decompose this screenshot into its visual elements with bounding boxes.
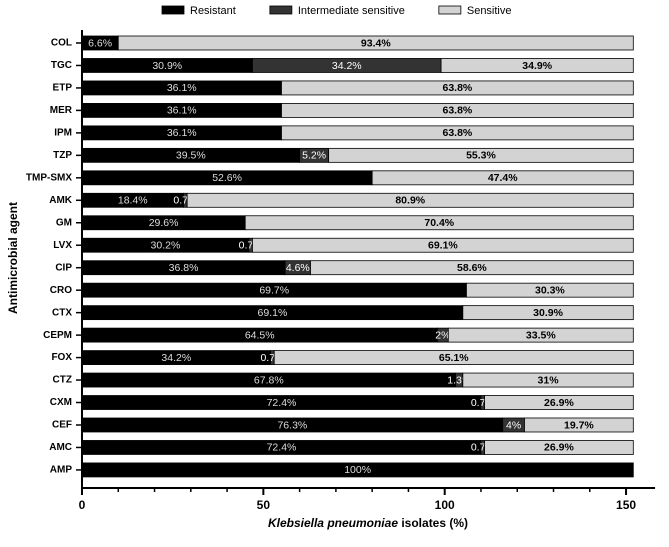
value-label: 36.1% bbox=[167, 82, 197, 94]
x-axis-title: Klebsiella pneumoniae isolates (%) bbox=[268, 516, 468, 530]
value-label: 39.5% bbox=[176, 150, 206, 162]
legend-label: Sensitive bbox=[467, 5, 512, 17]
bar-segment bbox=[328, 147, 634, 163]
legend-swatch bbox=[438, 5, 462, 15]
bar-segment bbox=[484, 440, 634, 455]
value-label: 67.8% bbox=[254, 374, 284, 386]
value-label: 29.6% bbox=[149, 217, 179, 229]
y-tick-label: CTZ bbox=[53, 375, 72, 386]
value-label: 63.8% bbox=[443, 82, 473, 94]
y-tick-label: CIP bbox=[55, 262, 72, 273]
y-tick-label: MER bbox=[50, 105, 73, 116]
value-label: 36.1% bbox=[167, 105, 197, 117]
value-label: 26.9% bbox=[544, 442, 574, 454]
y-tick-label: COL bbox=[51, 38, 72, 49]
y-tick-label: TMP-SMX bbox=[26, 172, 72, 183]
x-tick-label: 100 bbox=[435, 498, 455, 512]
value-label: 34.2% bbox=[161, 352, 191, 364]
value-label: 33.5% bbox=[526, 329, 556, 341]
bar-segment bbox=[310, 260, 634, 276]
bar-segment bbox=[466, 282, 634, 298]
bar-segment bbox=[244, 215, 634, 231]
value-label: 69.7% bbox=[259, 284, 289, 296]
value-label: 58.6% bbox=[457, 262, 487, 274]
legend-swatch bbox=[269, 5, 293, 15]
value-label: 69.1% bbox=[258, 307, 288, 319]
value-label: 4.6% bbox=[286, 262, 310, 274]
value-label: 36.8% bbox=[169, 262, 199, 274]
y-tick-label: CEPM bbox=[43, 330, 72, 341]
legend-label: Intermediate sensitive bbox=[298, 5, 405, 17]
value-label: 64.5% bbox=[245, 329, 275, 341]
x-axis-title-rest: isolates (%) bbox=[401, 516, 468, 530]
x-tick-label: 0 bbox=[79, 498, 86, 512]
value-label: 72.4% bbox=[267, 442, 297, 454]
value-label: 34.9% bbox=[522, 60, 552, 72]
y-tick-label: GM bbox=[56, 217, 72, 228]
value-label: 31% bbox=[538, 374, 560, 386]
bar-segment bbox=[281, 125, 634, 141]
value-label: 80.9% bbox=[395, 195, 425, 207]
value-label: 30.2% bbox=[151, 240, 181, 252]
y-tick-label: ETP bbox=[53, 83, 73, 94]
x-tick-label: 50 bbox=[257, 498, 271, 512]
value-label: 5.2% bbox=[302, 150, 326, 162]
value-label: 100% bbox=[344, 464, 371, 476]
value-label: 55.3% bbox=[466, 150, 496, 162]
bar-segment bbox=[281, 80, 634, 96]
y-tick-label: TZP bbox=[53, 150, 72, 161]
bar-segment bbox=[440, 58, 634, 73]
y-tick-label: FOX bbox=[51, 352, 72, 363]
x-tick-label: 150 bbox=[616, 498, 636, 512]
value-label: 36.1% bbox=[167, 127, 197, 139]
value-label: 34.2% bbox=[332, 60, 362, 72]
value-label: 63.8% bbox=[443, 105, 473, 117]
y-tick-label: AMC bbox=[49, 442, 72, 453]
value-label: 76.3% bbox=[277, 419, 307, 431]
y-tick-label: CTX bbox=[52, 307, 72, 318]
y-tick-label: CXM bbox=[50, 397, 72, 408]
value-label: 4% bbox=[506, 419, 521, 431]
value-label: 30.9% bbox=[152, 60, 182, 72]
value-label: 47.4% bbox=[488, 172, 518, 184]
y-tick-label: AMK bbox=[49, 195, 73, 206]
value-label: 93.4% bbox=[361, 37, 391, 49]
y-tick-label: CRO bbox=[50, 285, 72, 296]
bar-segment bbox=[371, 170, 634, 186]
y-tick-label: LVX bbox=[53, 240, 72, 251]
bar-segment bbox=[281, 103, 634, 118]
y-tick-label: AMP bbox=[50, 465, 73, 476]
legend-swatch bbox=[161, 5, 185, 15]
bar-segment bbox=[252, 237, 634, 253]
bar-segment bbox=[186, 192, 634, 208]
value-label: 63.8% bbox=[443, 127, 473, 139]
value-label: 18.4% bbox=[118, 195, 148, 207]
y-axis-title: Antimicrobial agent bbox=[6, 202, 20, 314]
legend-label: Resistant bbox=[190, 5, 236, 17]
value-label: 72.4% bbox=[267, 397, 297, 409]
y-tick-label: CEF bbox=[52, 420, 72, 431]
value-label: 2% bbox=[435, 329, 450, 341]
bar-segment bbox=[117, 35, 634, 51]
value-label: 26.9% bbox=[544, 397, 574, 409]
value-label: 19.7% bbox=[564, 419, 594, 431]
x-axis-title-italic: Klebsiella pneumoniae bbox=[268, 516, 398, 530]
bar-segment bbox=[273, 350, 634, 365]
bar-segment bbox=[447, 327, 634, 343]
value-label: 30.3% bbox=[535, 284, 565, 296]
bar-segment bbox=[462, 372, 634, 388]
bar-segment bbox=[484, 395, 634, 410]
bar-segment bbox=[524, 417, 634, 433]
value-label: 69.1% bbox=[428, 240, 458, 252]
value-label: 65.1% bbox=[439, 352, 469, 364]
bar-segment bbox=[81, 462, 634, 478]
value-label: 52.6% bbox=[212, 172, 242, 184]
bar-segment bbox=[462, 305, 634, 321]
y-tick-label: TGC bbox=[51, 60, 72, 71]
value-label: 70.4% bbox=[424, 217, 454, 229]
y-tick-label: IPM bbox=[54, 128, 72, 139]
value-label: 6.6% bbox=[88, 37, 112, 49]
value-label: 30.9% bbox=[533, 307, 563, 319]
